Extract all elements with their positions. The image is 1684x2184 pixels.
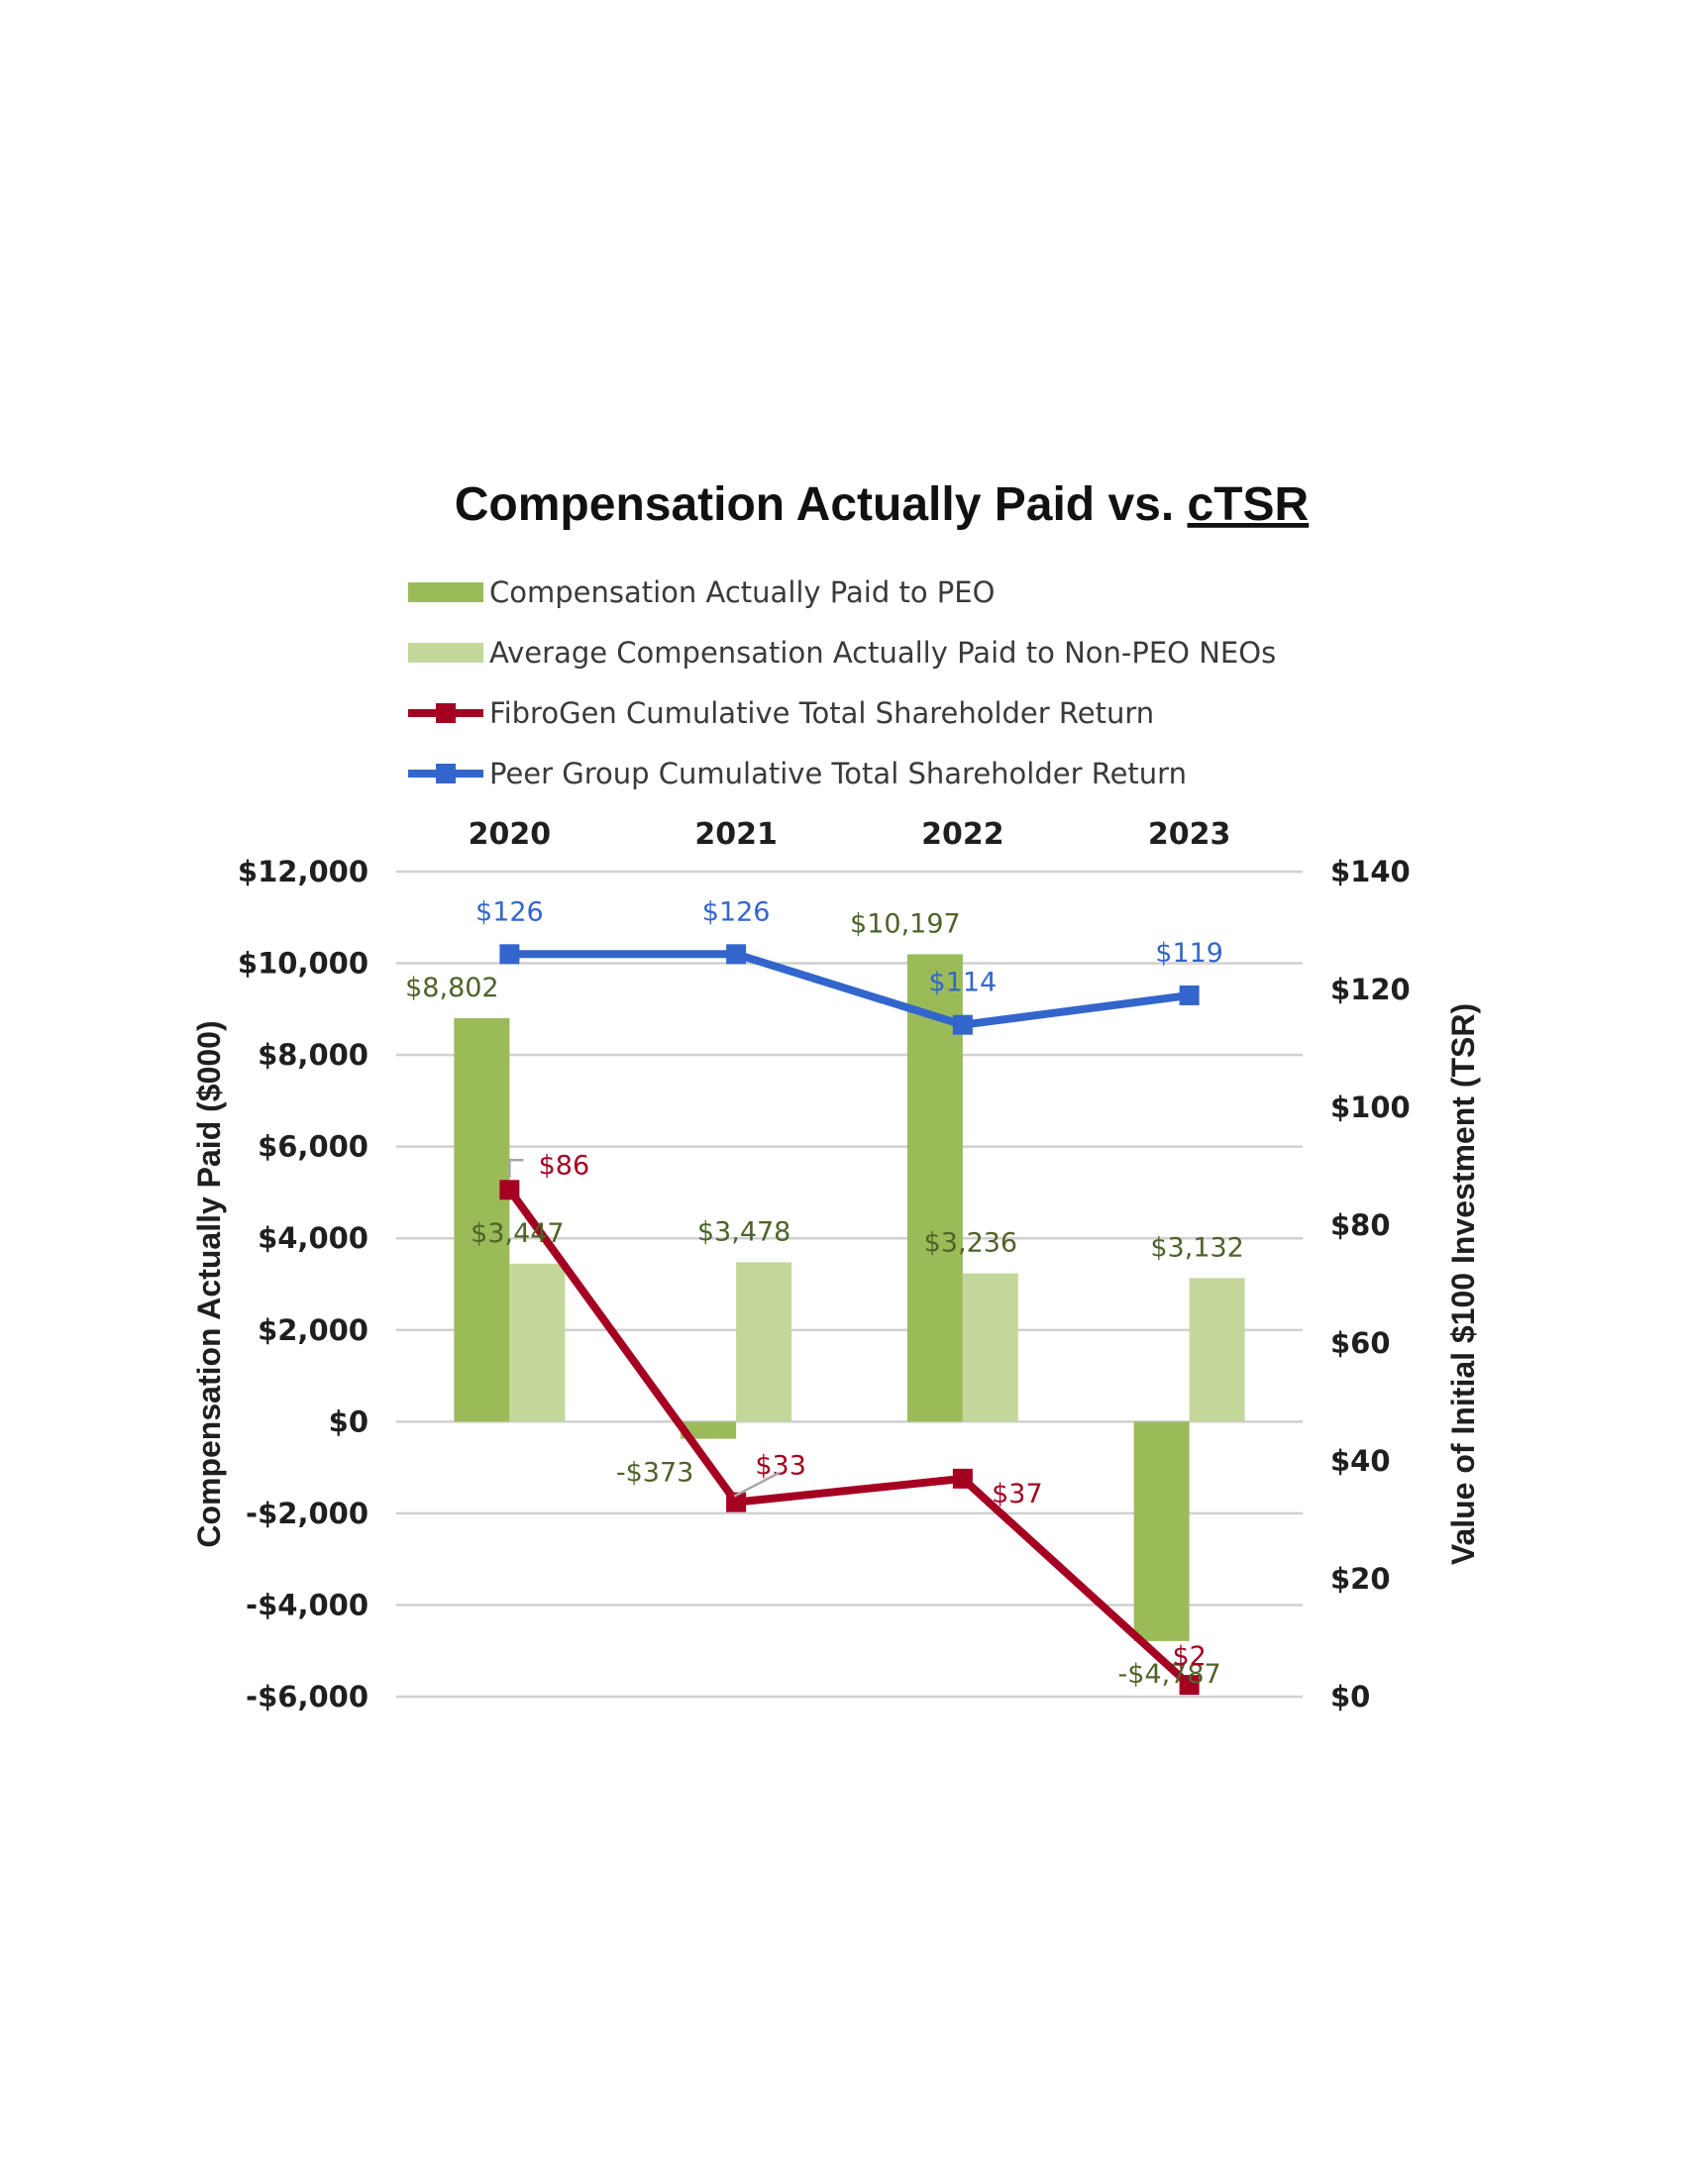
series-marker xyxy=(726,1492,747,1512)
category-label: 2021 xyxy=(694,817,778,852)
legend-label: Peer Group Cumulative Total Shareholder … xyxy=(489,757,1187,790)
left-axis-tick-label: -$4,000 xyxy=(246,1588,368,1621)
left-axis-tick-label: -$6,000 xyxy=(246,1680,368,1714)
bar-data-label: $10,197 xyxy=(850,908,961,939)
left-axis-tick-label: $0 xyxy=(329,1404,368,1438)
category-label: 2020 xyxy=(469,817,552,852)
line-data-label: $2 xyxy=(1172,1641,1206,1672)
left-axis-tick-label: $4,000 xyxy=(258,1221,368,1255)
lines xyxy=(499,944,1200,1696)
chart-title-text: Compensation Actually Paid vs. cTSR xyxy=(455,478,1309,531)
bar xyxy=(736,1262,792,1422)
legend-label: Compensation Actually Paid to PEO xyxy=(489,575,995,609)
right-axis-tick-label: $20 xyxy=(1330,1562,1391,1596)
line-data-label: $119 xyxy=(1155,938,1223,969)
left-axis-tick-label: $10,000 xyxy=(238,947,368,981)
line-data-label: $126 xyxy=(702,896,771,927)
left-axis-title: Compensation Actually Paid ($000) xyxy=(191,1020,227,1547)
legend-swatch xyxy=(408,643,483,663)
series-marker xyxy=(952,1468,973,1489)
legend-label: Average Compensation Actually Paid to No… xyxy=(489,636,1276,670)
category-label: 2023 xyxy=(1148,817,1231,852)
right-axis-tick-label: $100 xyxy=(1330,1091,1411,1124)
left-axis-tick-label: $6,000 xyxy=(258,1130,368,1164)
line-data-label: $86 xyxy=(539,1150,590,1181)
bar xyxy=(681,1421,737,1439)
right-axis-tick-label: $80 xyxy=(1330,1208,1391,1242)
bar-data-label: $3,447 xyxy=(471,1218,564,1249)
legend-swatch xyxy=(408,582,483,602)
legend-label: FibroGen Cumulative Total Shareholder Re… xyxy=(489,696,1154,730)
bar xyxy=(1189,1278,1245,1422)
leader-line xyxy=(508,1159,524,1179)
legend: Compensation Actually Paid to PEO Average… xyxy=(408,575,1276,790)
bar-data-label: -$4,787 xyxy=(1118,1659,1221,1690)
right-axis-tick-label: $0 xyxy=(1330,1680,1370,1714)
series-marker xyxy=(726,944,747,965)
bar-data-label: $8,802 xyxy=(405,973,498,1003)
bar-data-label: $3,132 xyxy=(1150,1232,1243,1263)
category-label: 2022 xyxy=(921,817,1004,852)
bar xyxy=(1133,1421,1190,1641)
series-marker xyxy=(952,1014,973,1035)
chart-title-main: Compensation Actually Paid vs. xyxy=(455,478,1174,531)
legend-marker xyxy=(436,764,456,783)
bar xyxy=(962,1273,1018,1422)
chart-title-underlined: cTSR xyxy=(1188,478,1310,531)
line-data-label: $126 xyxy=(475,896,544,927)
series-line xyxy=(509,950,1191,1029)
line-data-label: $33 xyxy=(755,1451,806,1482)
series-line xyxy=(506,1187,1193,1689)
leader-line xyxy=(733,1471,781,1498)
bar xyxy=(509,1263,566,1422)
right-axis-tick-label: $60 xyxy=(1330,1326,1391,1360)
bar xyxy=(454,1017,510,1422)
bar-data-label: -$373 xyxy=(616,1457,693,1488)
line-data-label: $114 xyxy=(929,968,998,998)
line-data-label: $37 xyxy=(992,1479,1043,1509)
bar-data-label: $3,478 xyxy=(697,1216,790,1247)
left-axis-tick-label: $2,000 xyxy=(258,1313,368,1347)
right-axis-title: Value of Initial $100 Investment (TSR) xyxy=(1445,1003,1481,1565)
series-marker xyxy=(499,944,520,965)
left-axis-tick-label: $8,000 xyxy=(258,1038,368,1072)
bar-data-label: $3,236 xyxy=(924,1228,1017,1259)
series-marker xyxy=(1179,985,1200,1005)
bars xyxy=(454,954,1245,1641)
legend-marker xyxy=(436,703,456,723)
chart-title: Compensation Actually Paid vs. cTSR xyxy=(455,478,1309,531)
series-marker xyxy=(1179,1675,1200,1696)
right-axis-tick-label: $140 xyxy=(1330,855,1411,888)
left-axis-tick-label: $12,000 xyxy=(238,855,368,888)
right-axis-tick-label: $120 xyxy=(1330,973,1411,1006)
axes: $12,000 $10,000 $8,000 $6,000 $4,000 $2,000 $0… xyxy=(191,817,1481,1714)
left-axis-tick-label: -$2,000 xyxy=(246,1497,368,1530)
series-marker xyxy=(499,1180,520,1200)
right-axis-tick-label: $40 xyxy=(1330,1444,1391,1478)
data-labels: $8,802 -$373 $10,197 -$4,787 $3,447 $3,478 $3,… xyxy=(405,896,1244,1690)
